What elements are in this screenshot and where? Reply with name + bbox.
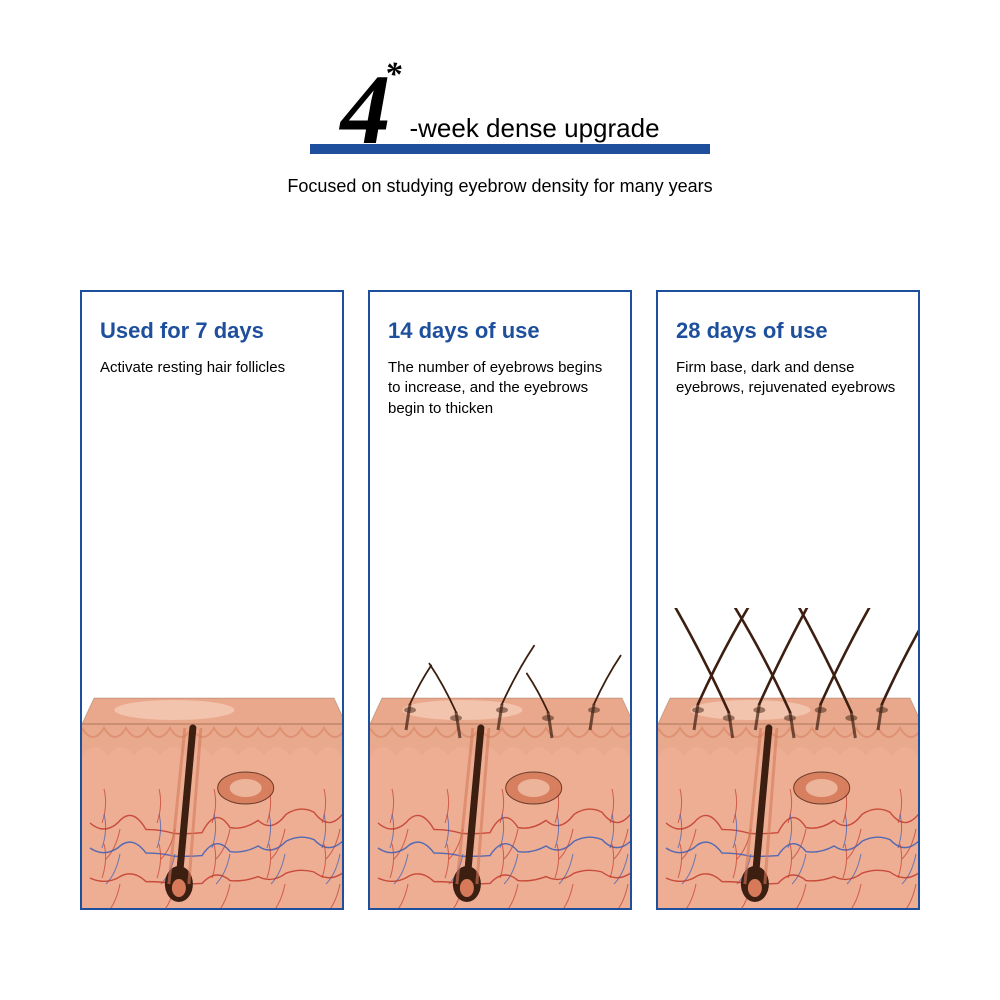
skin-illustration-icon	[370, 608, 632, 908]
header-underline	[310, 144, 710, 154]
skin-illustration-icon	[82, 608, 344, 908]
panel-14-days: 14 days of use The number of eyebrows be…	[368, 290, 632, 910]
header-number: 4	[340, 70, 386, 150]
header-title: -week dense upgrade	[409, 113, 659, 144]
panel-28-days: 28 days of use Firm base, dark and dense…	[656, 290, 920, 910]
header-subtitle: Focused on studying eyebrow density for …	[0, 176, 1000, 197]
panel-7-days: Used for 7 days Activate resting hair fo…	[80, 290, 344, 910]
panel-desc: Firm base, dark and dense eyebrows, reju…	[658, 358, 918, 399]
panel-title: Used for 7 days	[82, 292, 342, 358]
header: 4 * -week dense upgrade Focused on study…	[0, 70, 1000, 197]
panel-title: 28 days of use	[658, 292, 918, 358]
header-main: 4 * -week dense upgrade	[340, 70, 659, 150]
panel-title: 14 days of use	[370, 292, 630, 358]
panel-desc: The number of eyebrows begins to increas…	[370, 358, 630, 419]
header-asterisk: *	[384, 56, 401, 94]
skin-illustration-icon	[658, 608, 920, 908]
panels-row: Used for 7 days Activate resting hair fo…	[80, 290, 920, 910]
panel-desc: Activate resting hair follicles	[82, 358, 342, 378]
